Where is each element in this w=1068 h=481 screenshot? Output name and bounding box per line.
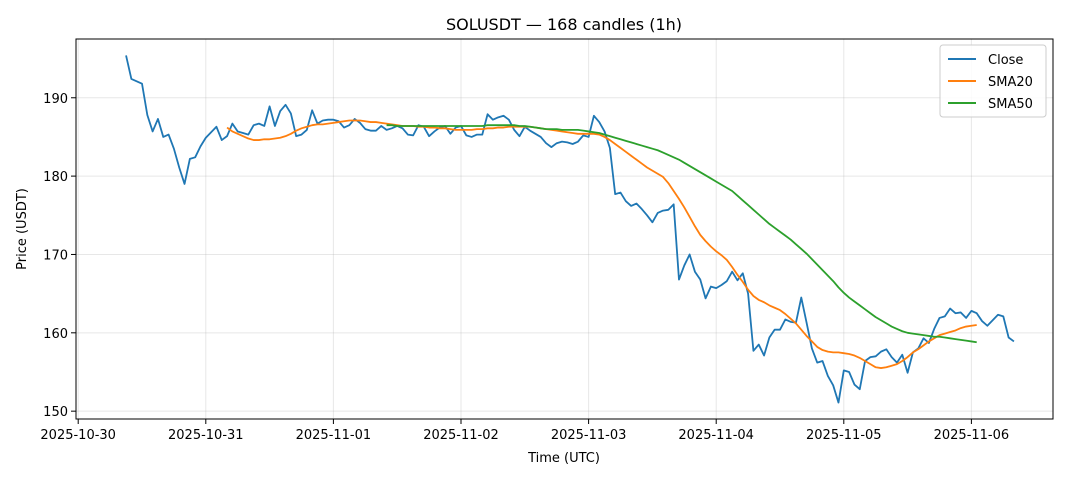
x-tick-label: 2025-11-01 bbox=[296, 428, 372, 443]
x-tick-label: 2025-11-06 bbox=[934, 428, 1010, 443]
legend-box bbox=[939, 44, 1047, 118]
plot-frame bbox=[75, 38, 1054, 420]
y-axis-label: Price (USDT) bbox=[15, 188, 30, 270]
x-tick-label: 2025-10-30 bbox=[40, 428, 116, 443]
y-tick-label: 160 bbox=[43, 327, 68, 342]
x-tick-label: 2025-11-04 bbox=[678, 428, 754, 443]
x-axis-ticks: 2025-10-30 2025-10-31 2025-11-01 2025-11-02… bbox=[40, 419, 1009, 443]
y-tick-label: 150 bbox=[43, 405, 68, 420]
legend-label: Close bbox=[988, 53, 1023, 68]
legend: Close SMA20 SMA50 bbox=[939, 44, 1047, 118]
series-line-close bbox=[125, 55, 1015, 404]
series-lines bbox=[125, 55, 1015, 404]
legend-label: SMA50 bbox=[988, 97, 1033, 112]
y-tick-label: 170 bbox=[43, 248, 68, 263]
x-tick-label: 2025-10-31 bbox=[168, 428, 244, 443]
x-tick-label: 2025-11-05 bbox=[806, 428, 882, 443]
series-line-sma50 bbox=[386, 124, 977, 344]
legend-label: SMA20 bbox=[988, 75, 1033, 90]
y-tick-label: 180 bbox=[43, 170, 68, 185]
grid-lines bbox=[76, 39, 1053, 419]
y-axis-ticks: 150 160 170 180 190 bbox=[43, 92, 76, 420]
y-tick-label: 190 bbox=[43, 92, 68, 107]
chart-title: SOLUSDT — 168 candles (1h) bbox=[446, 15, 682, 34]
x-axis-label: Time (UTC) bbox=[527, 451, 600, 466]
x-tick-label: 2025-11-02 bbox=[423, 428, 499, 443]
x-tick-label: 2025-11-03 bbox=[551, 428, 627, 443]
series-line-sma20 bbox=[226, 119, 977, 369]
